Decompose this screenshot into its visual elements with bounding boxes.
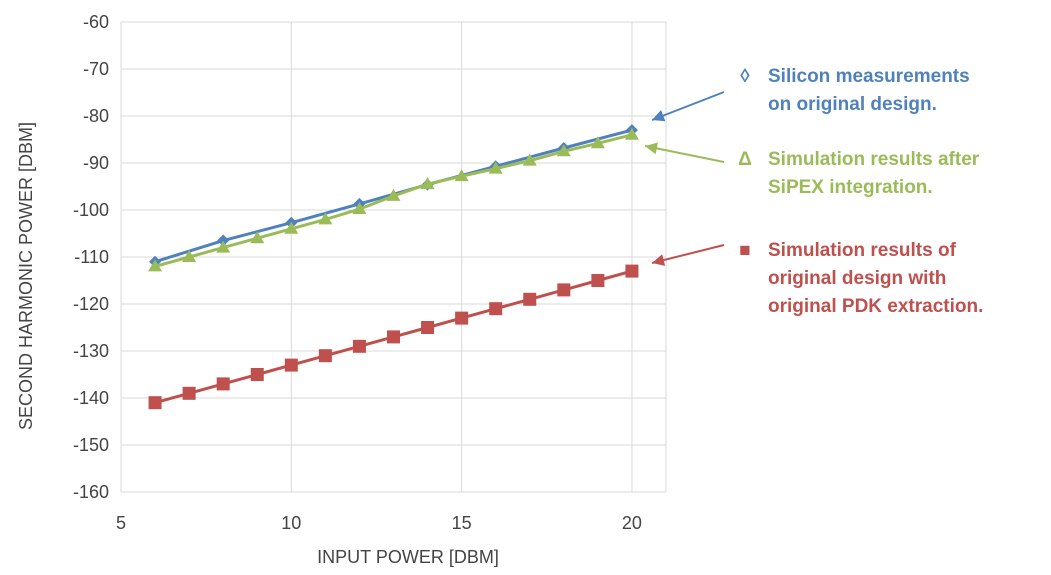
data-point-silicon xyxy=(217,234,230,247)
legend-label-sipex: Simulation results after xyxy=(768,149,980,170)
data-point-pdk xyxy=(250,368,264,381)
annotation-arrow-pdk xyxy=(651,244,725,264)
series-pdk xyxy=(148,264,639,410)
y-tick-label: -90 xyxy=(83,153,109,173)
y-tick-label: -120 xyxy=(73,294,109,314)
data-point-pdk xyxy=(148,396,162,410)
y-axis-title: SECOND HARMONIC POWER [DBM] xyxy=(16,122,36,430)
y-tick-label: -130 xyxy=(73,341,109,361)
legend: ◊ Silicon measurements on original design.… xyxy=(644,66,983,317)
data-point-sipex xyxy=(590,136,605,149)
data-point-pdk xyxy=(489,302,503,316)
data-point-sipex xyxy=(182,250,197,262)
data-point-sipex xyxy=(216,240,231,253)
annotation-arrow-sipex xyxy=(644,145,725,163)
data-point-pdk xyxy=(421,321,435,334)
y-tick-label: -110 xyxy=(74,247,109,267)
data-point-pdk xyxy=(182,386,196,400)
data-point-sipex xyxy=(522,153,537,166)
legend-label-pdk: original PDK extraction. xyxy=(768,296,983,317)
arrowhead-icon xyxy=(652,110,666,122)
legend-symbol-pdk: ■ xyxy=(739,240,750,261)
grid xyxy=(120,21,667,493)
legend-entry-silicon: ◊ Silicon measurements on original design. xyxy=(651,66,970,122)
legend-label-silicon: Silicon measurements xyxy=(768,66,970,87)
legend-label-pdk: original design with xyxy=(768,268,946,289)
data-point-pdk xyxy=(318,349,332,363)
data-point-pdk xyxy=(557,283,571,297)
data-point-pdk xyxy=(352,339,366,353)
series-sipex xyxy=(148,127,639,272)
y-tick-label: -70 xyxy=(83,59,109,79)
data-point-sipex xyxy=(420,177,435,190)
legend-entry-pdk: ■ Simulation results of original design wi… xyxy=(651,240,983,317)
data-point-sipex xyxy=(556,144,571,157)
y-tick-label: -150 xyxy=(73,435,109,455)
data-point-sipex xyxy=(284,221,299,234)
y-tick-label: -140 xyxy=(73,388,109,408)
legend-entry-sipex: Δ Simulation results after SiPEX integrati… xyxy=(644,142,980,198)
arrowhead-icon xyxy=(652,254,666,266)
data-point-sipex xyxy=(148,259,163,272)
y-tick-label: -100 xyxy=(73,200,109,220)
x-tick-label: 5 xyxy=(116,513,126,533)
y-tick-label: -80 xyxy=(83,106,109,126)
annotation-arrow-silicon xyxy=(651,91,725,121)
data-point-pdk xyxy=(523,292,537,306)
data-point-pdk xyxy=(387,330,400,344)
data-point-sipex xyxy=(318,212,333,225)
data-point-pdk xyxy=(216,377,230,391)
arrowhead-icon xyxy=(645,142,658,155)
data-point-sipex xyxy=(250,231,265,244)
legend-label-pdk: Simulation results of xyxy=(768,240,957,261)
legend-label-sipex: SiPEX integration. xyxy=(768,177,933,198)
data-point-sipex xyxy=(488,161,503,174)
x-tick-label: 10 xyxy=(281,513,301,533)
data-point-sipex xyxy=(386,188,401,201)
plot-series xyxy=(148,124,639,410)
data-point-pdk xyxy=(625,264,639,278)
x-tick-label: 20 xyxy=(622,513,642,533)
data-point-pdk xyxy=(455,311,469,325)
data-point-pdk xyxy=(284,358,298,372)
legend-symbol-silicon: ◊ xyxy=(740,66,750,87)
legend-symbol-sipex: Δ xyxy=(738,149,752,170)
data-point-sipex xyxy=(352,202,367,215)
data-point-sipex xyxy=(624,127,639,140)
data-point-sipex xyxy=(454,169,469,182)
x-axis-title: INPUT POWER [DBM] xyxy=(317,547,499,567)
x-tick-label: 15 xyxy=(452,513,472,533)
y-tick-label: -60 xyxy=(83,12,109,32)
axes: -60 -70 -80 -90 -100 -110 -120 -130 -140 -150 -160… xyxy=(73,12,642,533)
y-tick-label: -160 xyxy=(73,482,109,502)
data-point-pdk xyxy=(591,274,605,287)
legend-label-silicon: on original design. xyxy=(768,94,937,115)
